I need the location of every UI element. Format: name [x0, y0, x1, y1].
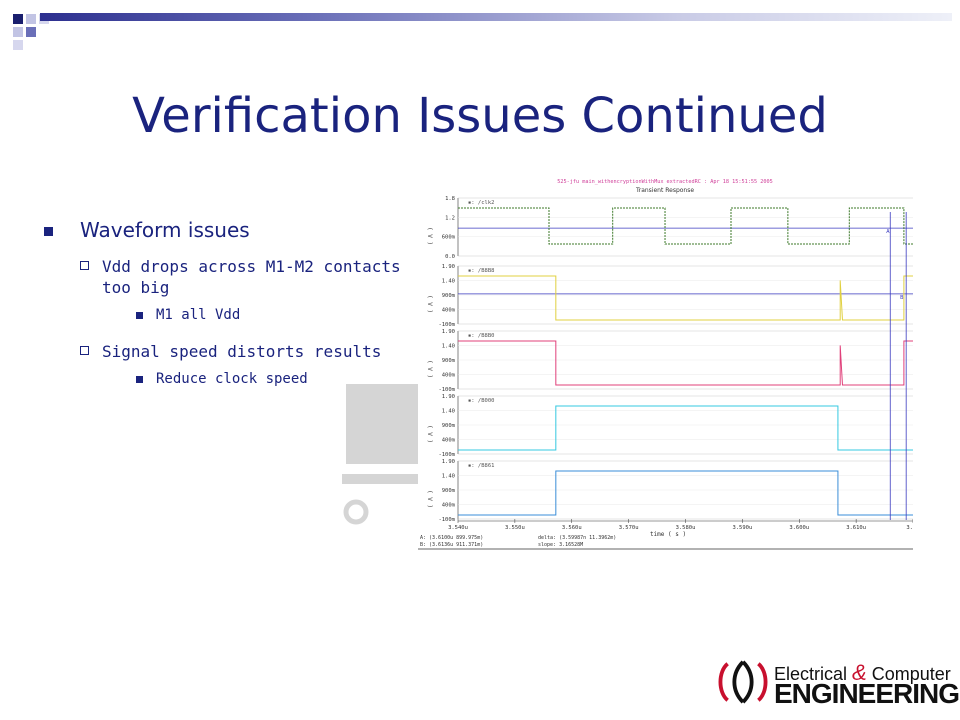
corner-square-2: [26, 14, 36, 24]
time-tick-label: 3.590u: [732, 525, 752, 531]
y-tick-label: 1.40: [442, 474, 455, 480]
time-tick-label: 3.610u: [846, 525, 866, 531]
y-tick-label: 400m: [442, 438, 456, 444]
corner-square-4: [13, 27, 23, 37]
y-tick-label: 1.40: [442, 279, 455, 285]
corner-square-1: [13, 14, 23, 24]
y-tick-label: 1.90: [442, 329, 455, 335]
waveform-header: 525-jfu main_withencryptionWithMux extra…: [557, 179, 773, 185]
y-tick-label: 600m: [442, 235, 456, 241]
y-unit-label: ( V ): [426, 227, 433, 245]
trace-label: ▪: /B8B8: [468, 268, 495, 274]
waveform-title: Transient Response: [635, 187, 694, 194]
time-axis-label: time ( s ): [650, 531, 686, 538]
hollow-square-bullet-icon: [80, 346, 89, 355]
y-tick-label: -100m: [438, 322, 455, 328]
bullet-reduce-clock: Reduce clock speed: [136, 370, 432, 389]
y-tick-label: 900m: [442, 358, 456, 364]
time-tick-label: 3.540u: [448, 525, 468, 531]
trace-label: ▪: /B861: [468, 463, 495, 469]
y-tick-label: 900m: [442, 423, 456, 429]
y-tick-label: 1.40: [442, 344, 455, 350]
header-rule: [40, 13, 952, 21]
ece-logo: Electrical & Computer ENGINEERING: [714, 658, 960, 709]
slope-readout: slope: 3.16528M: [538, 542, 583, 548]
trace-label: ▪: /B000: [468, 398, 495, 404]
trace-line: [458, 405, 913, 451]
bullet-signal-speed-text: Signal speed distorts results: [102, 342, 382, 361]
waveform-screenshot: 525-jfu main_withencryptionWithMux extra…: [418, 178, 913, 550]
time-tick-label: 3.570u: [619, 525, 639, 531]
logo-electrical: Electrical: [774, 664, 848, 684]
bullet-vdd-drops-text: Vdd drops across M1-M2 contacts too big: [102, 257, 401, 297]
cursor-a-readout: A: (3.6100u 899.975m): [420, 535, 483, 541]
trace-line: [458, 275, 913, 321]
time-axis: 3.540u 3.550u 3.560u 3.570u 3.580u 3.590u 3.60…: [448, 519, 913, 531]
logo-text-line1: Electrical & Computer: [774, 660, 951, 686]
y-tick-label: 0.0: [445, 254, 455, 260]
bullet-list: Waveform issues Vdd drops across M1-M2 c…: [42, 218, 432, 405]
logo-engineering: ENGINEERING: [774, 678, 960, 709]
bullet-waveform-issues: Waveform issues: [42, 218, 432, 242]
y-tick-label: -100m: [438, 517, 455, 523]
corner-square-3: [26, 27, 36, 37]
y-tick-label: 1.90: [442, 459, 455, 465]
waveform-traces: 1.8 1.2 600m 0.0 ( V ) ▪: /clk2 1.90 1.40 900m 40…: [426, 196, 913, 523]
y-tick-label: -100m: [438, 452, 455, 458]
y-tick-label: 1.8: [445, 196, 455, 202]
y-tick-label: 1.90: [442, 394, 455, 400]
y-tick-label: 1.40: [442, 409, 455, 415]
y-unit-label: ( V ): [426, 425, 433, 443]
bullet-vdd-drops: Vdd drops across M1-M2 contacts too big: [80, 256, 432, 298]
background-watermark-graphic: [342, 384, 434, 525]
time-tick-label: 3.580u: [676, 525, 696, 531]
y-tick-label: 900m: [442, 293, 456, 299]
y-tick-label: 900m: [442, 488, 456, 494]
y-tick-label: 400m: [442, 373, 456, 379]
ece-emblem-icon: [718, 660, 768, 704]
y-tick-label: 1.2: [445, 215, 455, 221]
cursor-b-label: B: [900, 295, 904, 301]
cursor-a-label: A: [886, 229, 890, 235]
trace-label: ▪: /B8B0: [468, 333, 495, 339]
trace-line: [458, 207, 913, 245]
y-tick-label: -100m: [438, 387, 455, 393]
bullet-m1-all-vdd: M1 all Vdd: [136, 306, 432, 325]
y-unit-label: ( V ): [426, 295, 433, 313]
y-unit-label: ( V ): [426, 360, 433, 378]
time-tick-label: 3.550u: [505, 525, 525, 531]
bullet-signal-speed: Signal speed distorts results: [80, 341, 432, 362]
y-tick-label: 1.90: [442, 264, 455, 270]
trace-label: ▪: /clk2: [468, 200, 495, 206]
trace-line: [458, 470, 913, 516]
hollow-square-bullet-icon: [80, 261, 89, 270]
time-tick-label: 3.62: [906, 525, 913, 531]
delta-readout: delta: (3.59987n 11.3962m): [538, 535, 616, 541]
y-tick-label: 400m: [442, 308, 456, 314]
time-tick-label: 3.600u: [789, 525, 809, 531]
y-tick-label: 400m: [442, 503, 456, 509]
slide-title: Verification Issues Continued: [132, 88, 828, 144]
time-tick-label: 3.560u: [562, 525, 582, 531]
logo-computer: Computer: [871, 664, 951, 684]
cursor-b-readout: B: (3.6136u 911.371m): [420, 542, 483, 548]
y-unit-label: ( V ): [426, 490, 433, 508]
corner-square-5: [13, 40, 23, 50]
trace-line: [458, 340, 913, 386]
logo-ampersand: &: [852, 660, 867, 685]
